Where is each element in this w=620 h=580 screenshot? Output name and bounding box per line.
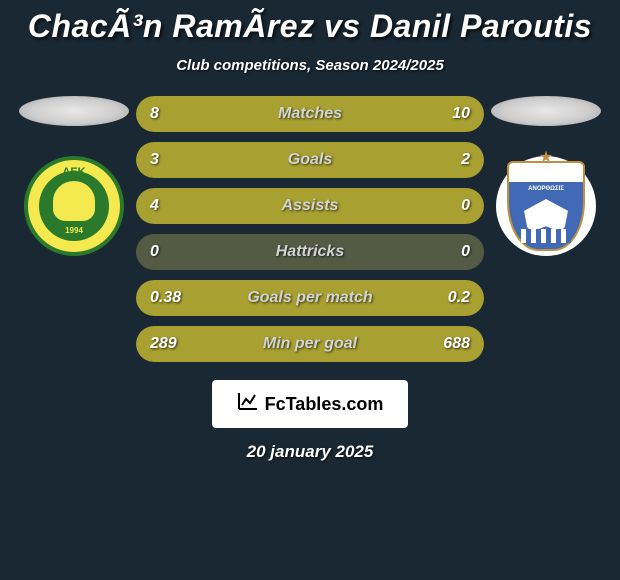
chart-icon (237, 391, 259, 417)
hat-icon (491, 96, 601, 126)
left-player-col: AEK 1994 (14, 96, 134, 256)
stat-label: Hattricks (136, 243, 484, 261)
stat-value-right: 2 (461, 151, 470, 169)
stat-label: Matches (136, 105, 484, 123)
stat-row: 3Goals2 (136, 142, 484, 178)
comparison-row: AEK 1994 8Matches103Goals24Assists00Hatt… (0, 96, 620, 362)
right-club-banner: ΑΝΟΡΘΩΣΙΣ (511, 183, 581, 195)
stat-row: 289Min per goal688 (136, 326, 484, 362)
stat-value-right: 0.2 (448, 289, 470, 307)
date-text: 20 january 2025 (247, 442, 374, 462)
stat-value-right: 688 (443, 335, 470, 353)
left-logo-inner: 1994 (39, 171, 109, 241)
attribution-text: FcTables.com (265, 394, 384, 415)
shield-icon: ★ ΑΝΟΡΘΩΣΙΣ (507, 161, 585, 251)
star-icon: ★ (539, 147, 553, 167)
stat-label: Min per goal (136, 335, 484, 353)
right-club-logo: ★ ΑΝΟΡΘΩΣΙΣ (496, 156, 596, 256)
stat-value-right: 0 (461, 197, 470, 215)
bird-icon (524, 199, 568, 233)
stat-value-right: 0 (461, 243, 470, 261)
stat-row: 0.38Goals per match0.2 (136, 280, 484, 316)
stat-label: Goals (136, 151, 484, 169)
attribution-badge: FcTables.com (212, 380, 408, 428)
right-player-col: ★ ΑΝΟΡΘΩΣΙΣ (486, 96, 606, 256)
page-title: ChacÃ³n RamÃ­rez vs Danil Paroutis (28, 8, 592, 45)
stat-value-right: 10 (452, 105, 470, 123)
stat-row: 4Assists0 (136, 188, 484, 224)
hat-icon (19, 96, 129, 126)
helmet-icon (53, 181, 95, 221)
left-club-logo: AEK 1994 (24, 156, 124, 256)
stripes-icon (521, 229, 571, 243)
stat-label: Assists (136, 197, 484, 215)
stats-bars: 8Matches103Goals24Assists00Hattricks00.3… (136, 96, 484, 362)
stat-row: 8Matches10 (136, 96, 484, 132)
page-subtitle: Club competitions, Season 2024/2025 (176, 57, 444, 74)
stat-row: 0Hattricks0 (136, 234, 484, 270)
stat-label: Goals per match (136, 289, 484, 307)
left-club-year: 1994 (39, 226, 109, 235)
